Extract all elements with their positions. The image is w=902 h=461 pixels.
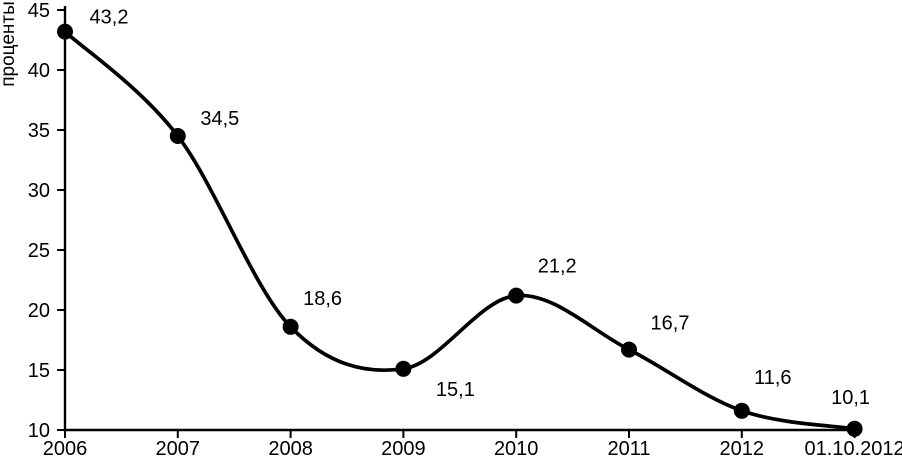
x-tick-label: 2011 [607, 438, 650, 460]
data-point [621, 341, 637, 358]
data-point [57, 23, 73, 40]
data-line [63, 29, 857, 431]
data-point [395, 360, 412, 377]
y-tick-label: 40 [28, 60, 50, 82]
y-tick-label: 45 [28, 0, 50, 22]
x-tick-label: 2008 [268, 438, 313, 460]
data-point [169, 128, 186, 144]
data-label: 21,2 [538, 256, 577, 278]
x-tick-label: 2007 [156, 438, 201, 460]
y-tick-label: 15 [28, 360, 50, 382]
data-label: 18,6 [303, 288, 342, 310]
y-tick-label: 10 [28, 420, 50, 442]
data-label: 15,1 [436, 379, 475, 401]
y-tick-label: 20 [28, 300, 50, 322]
x-tick-label: 2010 [494, 438, 539, 460]
data-label: 43,2 [90, 7, 129, 29]
x-tick-label: 2012 [720, 438, 765, 460]
y-tick-label: 30 [28, 180, 50, 202]
y-axis-title: проценты [0, 1, 19, 87]
y-tick-label: 35 [28, 120, 50, 142]
data-label: 16,7 [651, 313, 690, 335]
x-tick-label: 01.10.2012 [805, 438, 902, 460]
data-point [282, 318, 299, 335]
data-point [508, 287, 525, 304]
data-label: 10,1 [831, 387, 870, 409]
x-tick-label: 2009 [381, 438, 426, 460]
data-label: 34,5 [200, 108, 239, 130]
data-point [846, 420, 863, 437]
y-tick-label: 25 [28, 240, 50, 262]
data-label: 11,6 [754, 367, 791, 389]
data-point [733, 402, 750, 419]
x-tick-label: 2006 [43, 438, 88, 460]
